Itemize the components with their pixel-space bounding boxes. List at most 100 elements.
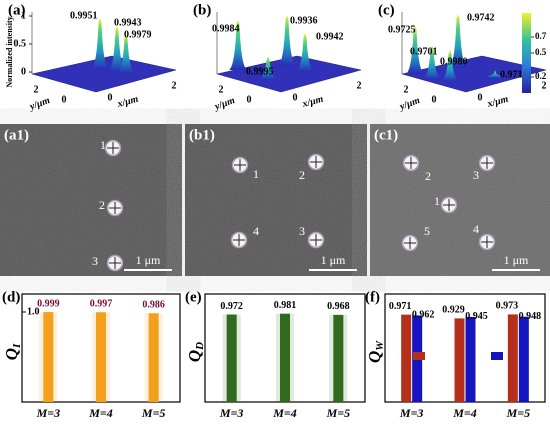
bar bbox=[148, 313, 159, 402]
peak-label: 0.9979 bbox=[124, 29, 152, 40]
peak bbox=[441, 50, 459, 82]
peak bbox=[91, 18, 109, 71]
y-axis-subscript: W bbox=[374, 340, 386, 351]
peak bbox=[449, 14, 467, 69]
peak bbox=[406, 25, 424, 74]
base-plane bbox=[31, 55, 177, 93]
bar bbox=[518, 316, 529, 402]
x-tick-label: 2 bbox=[172, 80, 177, 91]
x-tick-label: 2 bbox=[357, 80, 362, 91]
x-tick-label: M=3 bbox=[219, 406, 244, 420]
peak-label: 0.9943 bbox=[114, 17, 142, 28]
peak bbox=[296, 33, 314, 72]
x-tick-label: M=4 bbox=[272, 406, 297, 420]
bar bbox=[507, 314, 518, 402]
peak-label: 0.9984 bbox=[212, 23, 240, 34]
value-label: 0.997 bbox=[90, 299, 113, 310]
hole-label: 4 bbox=[253, 224, 259, 238]
y-tick-label: 1.0 bbox=[27, 306, 40, 317]
hole-label: 2 bbox=[99, 198, 105, 212]
hole-cross bbox=[310, 234, 322, 246]
hole-cross bbox=[481, 157, 493, 169]
y-axis-subscript: I bbox=[11, 343, 23, 349]
x-tick-label: 0 bbox=[108, 92, 113, 103]
bar bbox=[43, 312, 54, 402]
panel-label: (f) bbox=[365, 289, 380, 305]
image-label: (b1) bbox=[189, 127, 215, 143]
x-tick-label: M=3 bbox=[399, 406, 424, 420]
x-tick-label: M=5 bbox=[141, 406, 166, 420]
panel-label: (d) bbox=[2, 289, 20, 305]
y-tick-label: 0 bbox=[247, 94, 252, 105]
hole-cross bbox=[405, 157, 417, 169]
x-axis-label: x/μm bbox=[485, 94, 509, 110]
hole-label: 5 bbox=[424, 224, 430, 238]
image-label: (a1) bbox=[4, 127, 29, 143]
y-tick-label: 2 bbox=[219, 84, 224, 95]
hole-cross bbox=[109, 257, 121, 269]
panel-label: (c) bbox=[378, 2, 395, 18]
peak-label: 0.9951 bbox=[70, 10, 98, 21]
hole-label: 3 bbox=[299, 224, 305, 238]
base-plane bbox=[216, 55, 362, 93]
panel-label: (e) bbox=[185, 289, 202, 305]
bar bbox=[401, 314, 412, 402]
peak-label: 0.9719 bbox=[500, 69, 528, 80]
value-label: 0.971 bbox=[389, 301, 412, 312]
value-label: 0.929 bbox=[442, 305, 465, 316]
peak-label: 0.9980 bbox=[440, 56, 468, 67]
peak-label: 0.9942 bbox=[316, 31, 344, 42]
y-axis-symbol: Q bbox=[185, 350, 204, 362]
hole-label: 1 bbox=[434, 194, 440, 208]
sem-noise bbox=[185, 124, 367, 276]
hole-label: 3 bbox=[92, 254, 98, 268]
value-label: 0.972 bbox=[220, 301, 243, 312]
colorbar-tick-label: 0.2 bbox=[535, 71, 547, 81]
y-axis-label: QW bbox=[365, 340, 386, 363]
y-tick-label: 2 bbox=[404, 84, 409, 95]
y-axis-subscript: D bbox=[194, 342, 206, 351]
x-axis-label: x/μm bbox=[300, 94, 324, 110]
y-axis-label: y/μm bbox=[27, 95, 51, 113]
bar bbox=[465, 316, 476, 402]
scale-label: 1 μm bbox=[136, 253, 161, 267]
y-tick-label: 0 bbox=[62, 94, 67, 105]
peak-label: 0.9995 bbox=[246, 66, 274, 77]
hole-label: 4 bbox=[473, 222, 479, 236]
y-axis-label: y/μm bbox=[212, 95, 236, 113]
value-label: 0.999 bbox=[37, 298, 60, 309]
peak-label: 0.9936 bbox=[290, 15, 318, 26]
hole-label: 1 bbox=[253, 167, 259, 181]
sem-noise bbox=[0, 124, 182, 276]
peak-label: 0.9701 bbox=[410, 46, 438, 57]
value-label: 0.986 bbox=[142, 300, 165, 311]
hole-cross bbox=[233, 234, 245, 246]
peak bbox=[486, 70, 504, 78]
hole-cross bbox=[107, 142, 119, 154]
peak-label: 0.9742 bbox=[467, 12, 495, 23]
peak bbox=[229, 20, 247, 70]
value-label: 0.981 bbox=[274, 300, 297, 311]
x-tick-label: 0 bbox=[293, 92, 298, 103]
colorbar-tick-label: 0.7 bbox=[535, 31, 547, 41]
hole-cross bbox=[481, 236, 493, 248]
x-tick-label: M=5 bbox=[326, 406, 351, 420]
legend-swatch bbox=[491, 352, 503, 360]
x-tick-label: 0 bbox=[478, 92, 483, 103]
peak bbox=[423, 45, 441, 80]
z-tick-label: 1 bbox=[21, 10, 26, 21]
value-label: 0.948 bbox=[519, 311, 542, 322]
bar bbox=[226, 314, 237, 402]
z-tick-label: 0 bbox=[21, 66, 26, 77]
scale-label: 1 μm bbox=[504, 253, 529, 267]
z-axis-label: Normalized intensity bbox=[5, 16, 14, 87]
y-axis-symbol: Q bbox=[365, 351, 384, 363]
colorbar-tick-label: 0.5 bbox=[535, 47, 547, 57]
x-tick-label: M=5 bbox=[506, 406, 531, 420]
bar bbox=[96, 312, 106, 402]
y-tick-label: 2 bbox=[34, 84, 39, 95]
colorbar bbox=[522, 13, 531, 93]
bar bbox=[333, 314, 344, 402]
x-tick-label: M=4 bbox=[452, 406, 477, 420]
